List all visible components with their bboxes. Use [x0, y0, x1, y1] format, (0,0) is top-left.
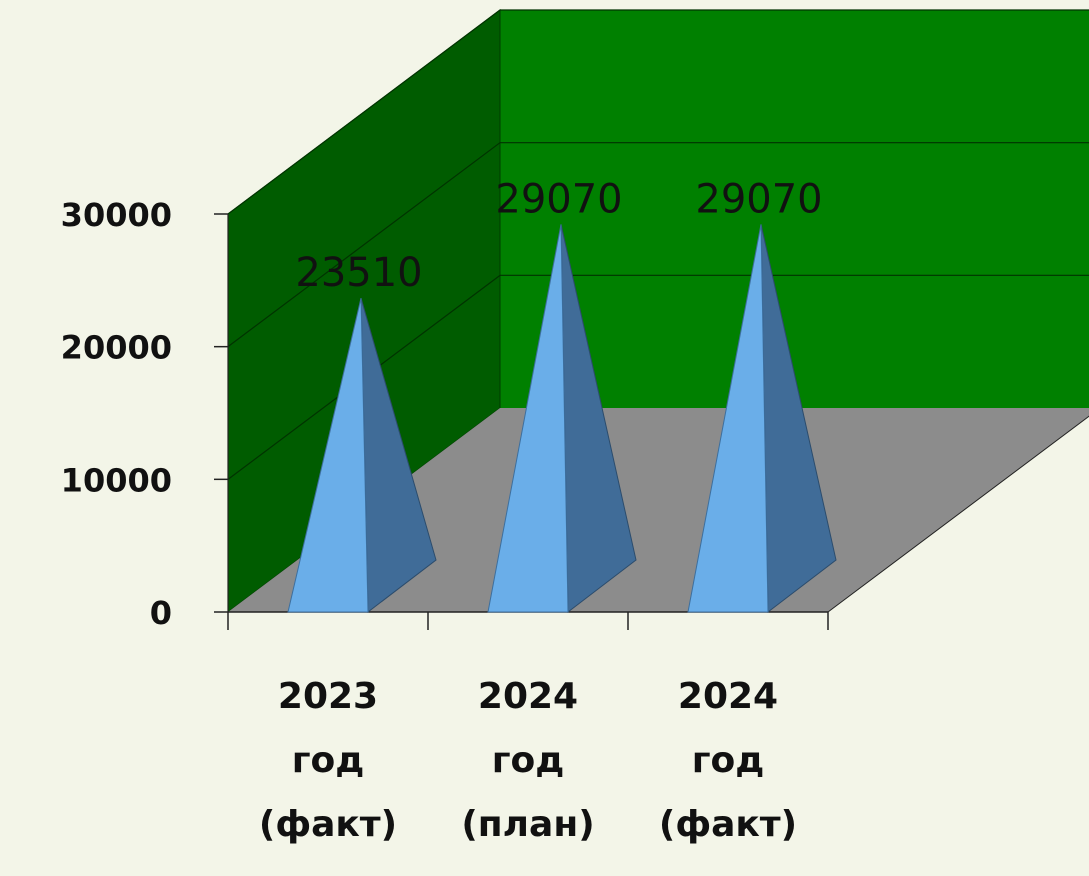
- gridline-30000: [227, 9, 1089, 215]
- bar-front-1: [487, 224, 569, 613]
- bar-front-0: [287, 297, 369, 613]
- back-wall: [500, 10, 1089, 408]
- x-tick-label: год: [492, 740, 565, 781]
- y-tick-label: 30000: [61, 196, 172, 234]
- x-tick-label: (факт): [259, 804, 397, 845]
- bar-front-2: [687, 224, 769, 613]
- x-tick-label: 2024: [478, 676, 578, 717]
- x-tick-label: год: [292, 740, 365, 781]
- floor: [228, 408, 1089, 612]
- x-tick-label: 2024: [678, 676, 778, 717]
- x-tick-label: (факт): [659, 804, 797, 845]
- data-label: 23510: [295, 250, 422, 296]
- x-tick-label: (план): [461, 804, 594, 845]
- x-tick-label: 2023: [278, 676, 378, 717]
- x-tick-label: год: [692, 740, 765, 781]
- y-tick-label: 0: [150, 594, 172, 632]
- y-tick-label: 10000: [61, 461, 172, 499]
- gridline-10000: [227, 274, 1089, 480]
- y-tick-label: 20000: [61, 329, 172, 367]
- data-label: 29070: [695, 176, 822, 222]
- floor-right-edge: [827, 415, 1089, 613]
- data-label: 29070: [495, 176, 622, 222]
- gridline-20000: [227, 142, 1089, 348]
